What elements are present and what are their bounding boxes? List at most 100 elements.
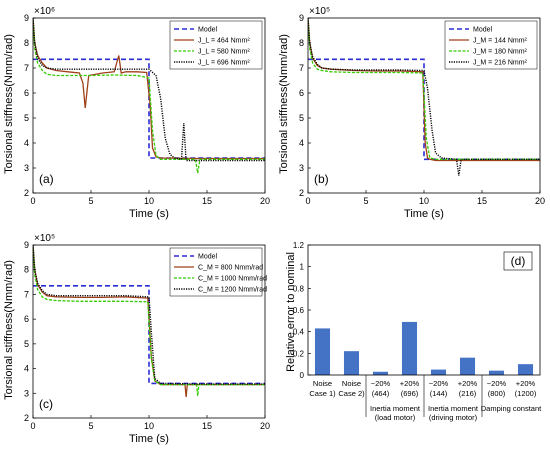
series-line-model <box>33 284 265 385</box>
y-tick-label: 8 <box>24 265 29 275</box>
group-label: Damping constant <box>481 404 542 413</box>
y-tick-label: 5 <box>299 113 304 123</box>
legend-entry: Model <box>198 27 218 34</box>
group-label: Inertia moment <box>428 404 479 413</box>
series-line-mid <box>33 20 265 174</box>
legend-entry: Model <box>198 254 218 261</box>
y-tick-label: 0.8 <box>293 284 305 293</box>
x-axis-label: Time (s) <box>404 208 444 220</box>
x-tick-label: 0 <box>305 196 310 206</box>
y-tick-label: 9 <box>24 240 29 250</box>
group-label: (load motor) <box>375 413 416 422</box>
x-tick-label: 0 <box>30 196 35 206</box>
panel-label-box <box>503 251 533 271</box>
line-panel-2: 0 5 10 15 20 2 3 4 5 6 7 8 9 ×10⁵ Time (s) Torsional st… <box>3 233 270 445</box>
x-tick-label: 20 <box>260 421 270 431</box>
y-tick-label: 8 <box>299 38 304 48</box>
y-tick-label: 3 <box>24 163 29 173</box>
line-panel-1: 0 5 10 15 20 2 3 4 5 6 7 8 9 ×10⁵ Time (s) Torsional st… <box>278 6 545 220</box>
exponent-label: ×10⁶ <box>34 6 55 17</box>
panel-label: (c) <box>39 397 53 411</box>
legend: Model J_L = 464 Nmm² J_L = 580 Nmm² J_L = 6… <box>169 20 263 70</box>
legend-entry: C_M = 1000 Nmm/rad <box>198 276 267 283</box>
y-tick-label: 7 <box>24 289 29 299</box>
y-tick-label: 2 <box>24 413 29 423</box>
bar <box>343 351 360 375</box>
y-tick-label: 3 <box>299 163 304 173</box>
bar-category-label: Case 2) <box>338 389 365 398</box>
series-line-high <box>33 18 265 162</box>
bar-category-label: +20% <box>458 379 478 388</box>
exponent-label: ×10⁵ <box>34 233 55 244</box>
x-tick-label: 10 <box>144 196 154 206</box>
bar-category-label: Case 1) <box>309 389 336 398</box>
x-tick-label: 5 <box>88 421 93 431</box>
bar-category-label: (144) <box>430 389 448 398</box>
x-axis-label: Time (s) <box>129 433 169 445</box>
bar-category-label: (1200) <box>515 389 537 398</box>
group-label: (driving motor) <box>429 413 478 422</box>
line-panel-0: 0 5 10 15 20 2 3 4 5 6 7 8 9 ×10⁶ Time (s) Torsional st… <box>3 6 270 220</box>
y-tick-label: 4 <box>24 364 29 374</box>
series-line-mid <box>308 20 540 160</box>
bar-category-label: (800) <box>488 389 506 398</box>
y-tick-label: 4 <box>299 138 304 148</box>
x-tick-label: 20 <box>535 196 545 206</box>
legend-entry: J_M = 144 Nmm² <box>473 38 528 45</box>
panel-label: (b) <box>314 172 329 186</box>
y-axis-label: Torsional stiffness(Nmm/rad) <box>3 34 15 174</box>
legend-entry: J_L = 580 Nmm² <box>198 49 250 56</box>
y-tick-label: 9 <box>299 13 304 23</box>
bar-category-label: −20% <box>429 379 449 388</box>
legend-entry: C_M = 800 Nmm/rad <box>198 265 263 272</box>
bar-category-label: (696) <box>401 389 419 398</box>
bar <box>314 328 331 375</box>
y-tick-label: 5 <box>24 113 29 123</box>
bar-category-label: (216) <box>459 389 477 398</box>
x-tick-label: 15 <box>202 196 212 206</box>
bar-category-label: +20% <box>400 379 420 388</box>
legend-entry: C_M = 1200 Nmm/rad <box>198 287 267 294</box>
legend-entry: J_L = 464 Nmm² <box>198 38 250 45</box>
y-tick-label: 2 <box>299 188 304 198</box>
y-tick-label: 7 <box>24 63 29 73</box>
bar <box>459 357 476 375</box>
y-tick-label: 5 <box>24 339 29 349</box>
y-tick-label: 6 <box>24 88 29 98</box>
y-tick-label: 0.4 <box>293 328 305 337</box>
legend-box <box>444 20 538 70</box>
bar <box>401 321 418 375</box>
y-tick-label: 2 <box>24 188 29 198</box>
y-tick-label: 9 <box>24 13 29 23</box>
legend: Model J_M = 144 Nmm² J_M = 180 Nmm² J_M = 2… <box>444 20 538 70</box>
bar-category-label: −20% <box>487 379 507 388</box>
x-tick-label: 20 <box>260 196 270 206</box>
series-line-model <box>33 58 265 159</box>
y-tick-label: 6 <box>24 314 29 324</box>
series-line-low <box>33 245 265 398</box>
bar-category-label: (464) <box>372 389 390 398</box>
legend-entry: J_M = 180 Nmm² <box>473 49 528 56</box>
bar-category-label: Noise <box>342 379 361 388</box>
y-tick-label: 4 <box>24 138 29 148</box>
bar-category-label: Noise <box>313 379 332 388</box>
x-axis-label: Time (s) <box>129 208 169 220</box>
panel-label: (d) <box>511 254 526 268</box>
x-tick-label: 10 <box>419 196 429 206</box>
y-tick-label: 7 <box>299 63 304 73</box>
group-label: Inertia moment <box>370 404 421 413</box>
x-tick-label: 0 <box>30 421 35 431</box>
x-tick-label: 5 <box>88 196 93 206</box>
bar <box>372 371 389 375</box>
y-axis-label: Relative error to nominal <box>285 252 297 372</box>
y-tick-label: 0 <box>300 371 305 380</box>
bar-category-label: −20% <box>371 379 391 388</box>
x-tick-label: 15 <box>202 421 212 431</box>
y-tick-label: 8 <box>24 38 29 48</box>
x-tick-label: 15 <box>477 196 487 206</box>
bar <box>517 364 534 375</box>
bar-category-label: +20% <box>516 379 536 388</box>
y-tick-label: 6 <box>299 88 304 98</box>
x-tick-label: 5 <box>363 196 368 206</box>
